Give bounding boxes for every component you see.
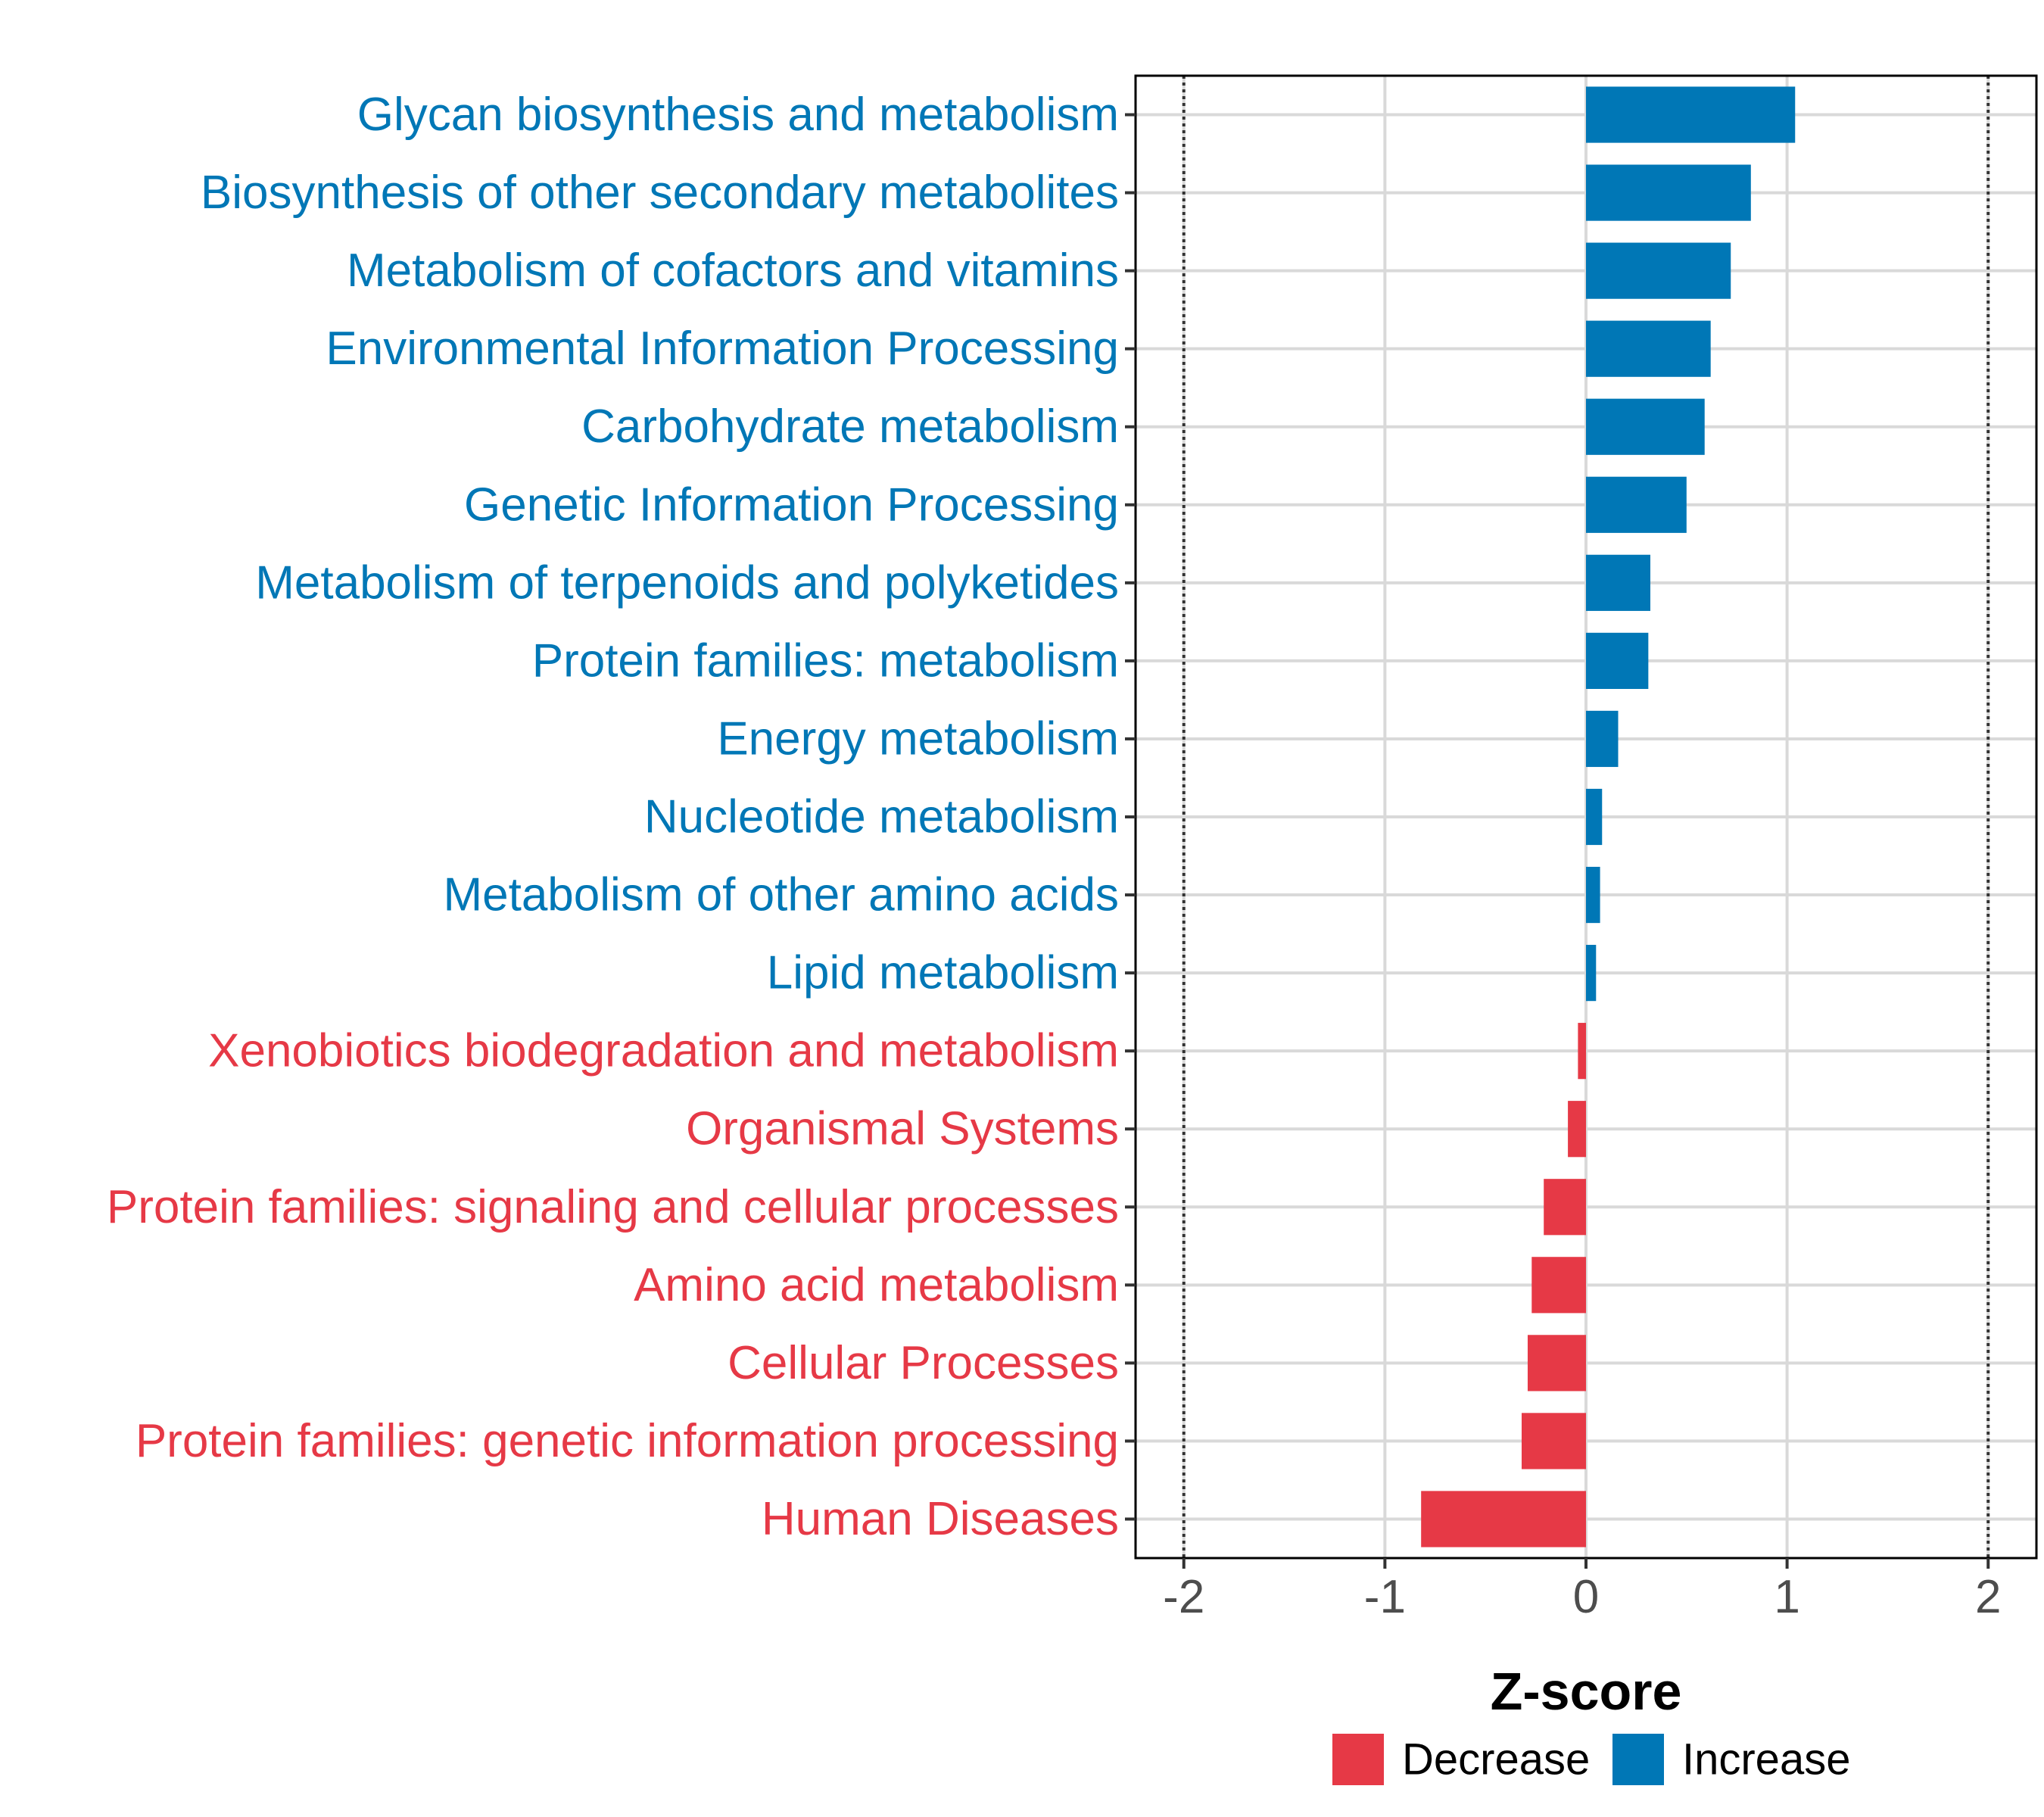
bars [1421,86,1796,1547]
bar [1586,398,1705,455]
axis-ticks [1125,113,1990,1569]
category-label: Protein families: metabolism [532,634,1119,687]
category-label: Xenobiotics biodegradation and metabolis… [208,1025,1119,1077]
category-label: Cellular Processes [728,1337,1119,1389]
x-tick-label: 1 [1774,1571,1799,1623]
bar [1586,554,1650,611]
x-axis-title: Z-score [1491,1662,1682,1721]
category-label: Metabolism of other amino acids [443,869,1119,921]
bar [1586,164,1751,221]
x-tick-label: -1 [1364,1571,1406,1623]
category-label: Genetic Information Processing [464,478,1119,531]
bar [1586,710,1619,768]
bar [1586,788,1603,846]
legend-label-decrease: Decrease [1402,1735,1590,1784]
category-label: Biosynthesis of other secondary metaboli… [201,167,1119,219]
category-label: Human Diseases [762,1493,1119,1545]
category-label: Amino acid metabolism [634,1259,1119,1311]
category-label: Organismal Systems [686,1103,1119,1155]
category-label: Metabolism of terpenoids and polyketides [255,556,1119,609]
bar [1578,1023,1586,1080]
x-tick-label: -2 [1163,1571,1204,1623]
legend-key-increase [1612,1734,1664,1785]
bar [1522,1413,1586,1469]
category-label: Metabolism of cofactors and vitamins [347,245,1119,297]
bar [1586,866,1600,924]
x-tick-label: 0 [1573,1571,1599,1623]
bar [1586,476,1687,533]
category-label: Glycan biosynthesis and metabolism [357,89,1119,141]
bar [1421,1491,1586,1547]
bar [1527,1335,1586,1392]
legend-key-decrease [1332,1734,1384,1785]
bar [1544,1179,1586,1236]
category-label: Lipid metabolism [767,947,1119,999]
category-label: Environmental Information Processing [326,323,1119,375]
bar [1586,86,1796,143]
bar [1586,945,1597,1002]
category-label: Nucleotide metabolism [644,791,1119,843]
bar [1586,320,1711,377]
bar [1568,1101,1586,1158]
legend: Decrease Increase [1332,1734,1850,1785]
category-labels: Glycan biosynthesis and metabolism Biosyn… [107,89,1119,1545]
bar [1586,242,1731,299]
legend-label-increase: Increase [1682,1735,1850,1784]
x-tick-labels: -2 -1 0 1 2 [1163,1571,2001,1623]
reference-lines [1182,76,1990,1558]
category-label: Protein families: genetic information pr… [136,1415,1119,1467]
category-label: Protein families: signaling and cellular… [107,1181,1119,1233]
bar [1586,632,1649,689]
category-label: Energy metabolism [717,712,1119,765]
x-tick-label: 2 [1975,1571,2001,1623]
bar [1531,1257,1586,1314]
category-label: Carbohydrate metabolism [581,400,1119,453]
